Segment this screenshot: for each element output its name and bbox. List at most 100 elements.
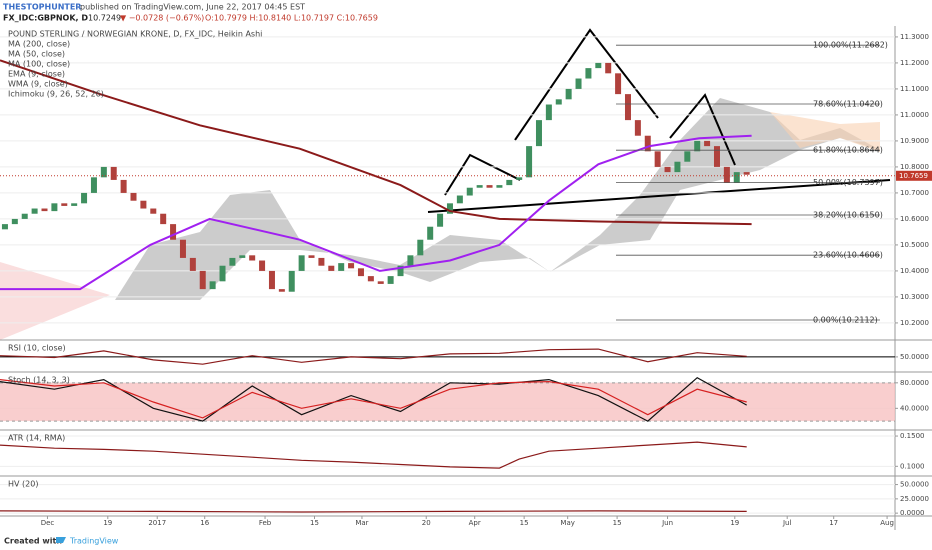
brand[interactable]: TradingView — [69, 537, 119, 546]
candle — [674, 161, 681, 173]
candle — [575, 78, 582, 89]
candle — [278, 289, 285, 292]
ohlc: O:10.7979 H:10.8140 L:10.7197 C:10.7659 — [205, 14, 378, 23]
legend-entry: MA (50, close) — [8, 50, 65, 59]
x-tick-label: 15 — [520, 519, 529, 527]
fib-label: 0.00%(10.2112) — [813, 316, 878, 325]
y-tick-label: 0.1500 — [900, 432, 925, 440]
candle — [605, 62, 612, 74]
candle — [506, 179, 513, 186]
candle — [160, 213, 167, 225]
candle — [684, 151, 691, 162]
series-line — [0, 441, 747, 469]
y-tick-label: 0.1000 — [900, 462, 925, 470]
x-tick-label: 19 — [103, 519, 112, 527]
fib-label: 50.00%(10.7397) — [813, 178, 883, 187]
change: ▼ −0.0728 (−0.67%) — [120, 14, 204, 23]
x-tick-label: 19 — [730, 519, 739, 527]
candle — [41, 208, 48, 212]
legend-entry: MA (200, close) — [8, 40, 70, 49]
candle — [199, 270, 206, 290]
candle — [377, 281, 384, 284]
y-tick-label: 10.7000 — [900, 189, 929, 197]
candle — [694, 140, 701, 152]
x-tick-label: Aug — [880, 519, 894, 527]
x-tick-label: 20 — [422, 519, 431, 527]
legend-entry: EMA (9, close) — [8, 70, 65, 79]
fib-label: 78.60%(11.0420) — [813, 100, 883, 109]
y-tick-label: 10.3000 — [900, 293, 929, 301]
last-price-label: 10.7659 — [899, 172, 928, 180]
last-price-tag — [896, 170, 932, 181]
x-tick-label: 16 — [200, 519, 209, 527]
x-tick-label: Mar — [355, 519, 368, 527]
created-with: Created with — [4, 537, 62, 546]
band — [0, 382, 895, 422]
candle — [437, 213, 444, 227]
candle — [664, 166, 671, 173]
candle — [81, 192, 88, 204]
candle — [100, 166, 107, 178]
candle — [189, 257, 196, 271]
fib-label: 23.60%(10.4606) — [813, 251, 883, 260]
x-tick-label: Jun — [661, 519, 673, 527]
candle — [179, 239, 186, 258]
legend-entry: WMA (9, close) — [8, 80, 68, 89]
candle — [318, 257, 325, 266]
candle — [654, 151, 661, 167]
x-tick-label: Dec — [41, 519, 55, 527]
candle — [239, 255, 246, 258]
candle — [476, 185, 483, 188]
x-tick-label: 15 — [613, 519, 622, 527]
candle — [11, 218, 18, 225]
candle — [496, 185, 503, 188]
candle — [170, 224, 177, 240]
panel-title: ATR (14, RMA) — [8, 434, 65, 443]
symbol: FX_IDC:GBPNOK, D — [3, 14, 88, 23]
x-tick-label: Jul — [782, 519, 792, 527]
y-tick-label: 10.5000 — [900, 241, 929, 249]
candle — [71, 203, 78, 206]
panel-title: HV (20) — [8, 480, 38, 489]
y-tick-label: 40.0000 — [900, 404, 929, 412]
candle — [713, 146, 720, 167]
author: THESTOPHUNTER — [3, 3, 81, 12]
candle — [357, 268, 364, 277]
candle — [150, 208, 157, 214]
candle — [298, 255, 305, 271]
price-axis — [895, 26, 932, 516]
candle — [21, 213, 28, 219]
candle — [585, 68, 592, 79]
candle — [110, 166, 117, 180]
candle — [31, 208, 38, 214]
x-tick-label: 17 — [829, 519, 838, 527]
candle — [249, 255, 256, 261]
x-tick-label: Apr — [469, 519, 481, 527]
cloud-red — [0, 262, 110, 340]
y-tick-label: 11.3000 — [900, 33, 929, 41]
candle — [427, 226, 434, 240]
panel-title: Stoch (14, 3, 3) — [8, 376, 70, 385]
candle — [130, 192, 137, 201]
series-line — [0, 379, 747, 419]
series-line — [0, 134, 752, 291]
candle — [407, 255, 414, 266]
series-line — [0, 348, 747, 365]
cloud-gray — [115, 98, 880, 300]
candle — [634, 120, 641, 136]
x-tick-label: 2017 — [148, 519, 166, 527]
candle — [140, 200, 147, 209]
y-tick-label: 11.1000 — [900, 85, 929, 93]
y-tick-label: 11.0000 — [900, 111, 929, 119]
candle — [1, 224, 8, 230]
candle — [565, 88, 572, 100]
x-tick-label: 15 — [310, 519, 319, 527]
footer: Created with TradingView — [4, 537, 119, 546]
candle — [397, 265, 404, 277]
panel-title: RSI (10, close) — [8, 344, 66, 353]
candle — [456, 195, 463, 204]
legend-entry: Ichimoku (9, 26, 52, 26) — [8, 90, 104, 99]
fib-label: 38.20%(10.6150) — [813, 211, 883, 220]
candle — [644, 135, 651, 152]
published: published on TradingView.com, June 22, 2… — [80, 3, 305, 12]
